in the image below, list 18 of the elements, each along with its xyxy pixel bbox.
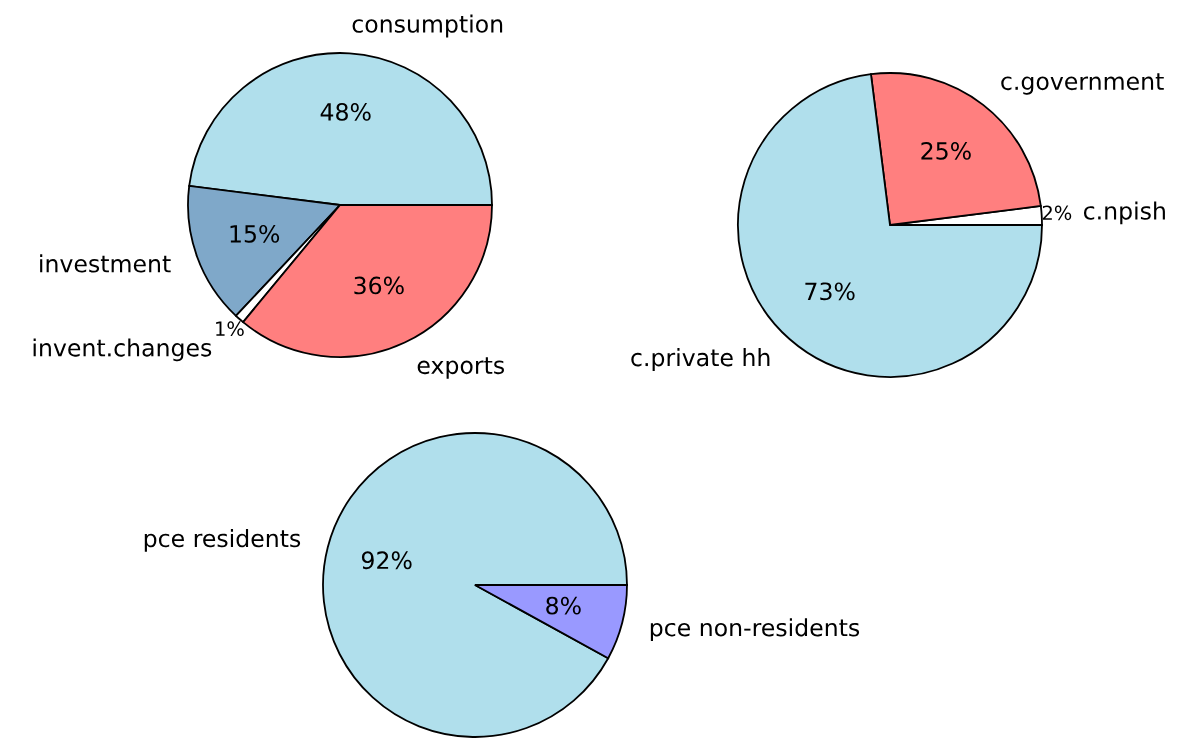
- slice-label: exports: [417, 357, 504, 379]
- data-label: 48%: [320, 102, 371, 121]
- data-label: 73%: [805, 282, 855, 301]
- data-label: 25%: [921, 141, 971, 160]
- data-label: 1%: [216, 321, 244, 337]
- data-label: 8%: [546, 596, 581, 615]
- slice-label: c.private hh: [631, 348, 770, 371]
- data-label: 15%: [230, 224, 280, 243]
- data-label: 92%: [361, 551, 412, 570]
- slice-label: investment: [40, 254, 171, 273]
- slice-label: c.government: [1001, 73, 1164, 95]
- slice-label: invent.changes: [33, 338, 212, 362]
- data-label: 2%: [1042, 205, 1072, 221]
- slice-label: pce non-residents: [650, 618, 860, 642]
- data-label: 36%: [354, 276, 404, 295]
- slice-label: consumption: [352, 14, 503, 38]
- slice-label: pce residents: [144, 528, 301, 552]
- slice-label: c.npish: [1083, 201, 1165, 225]
